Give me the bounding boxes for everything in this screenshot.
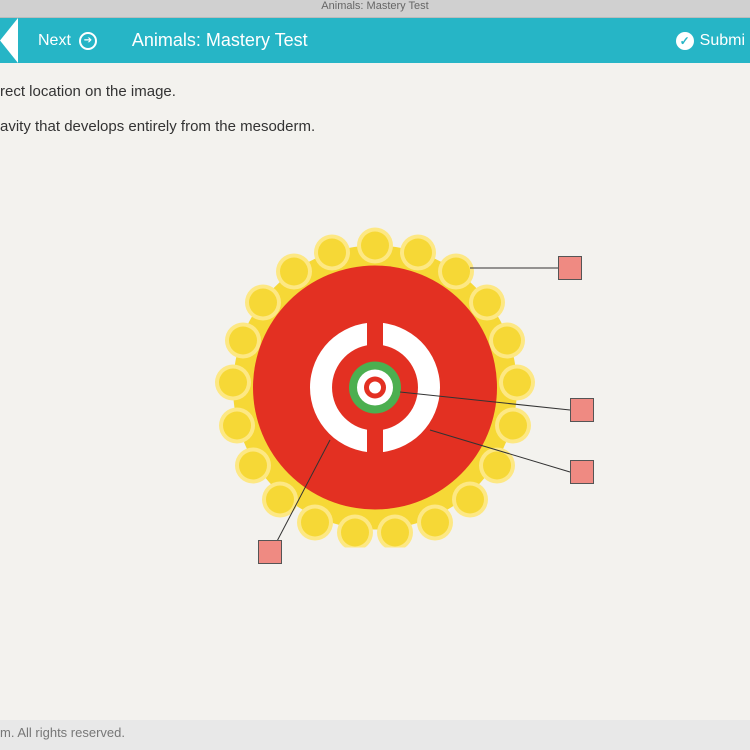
content-area: rect location on the image. avity that d… <box>0 63 750 720</box>
submit-label: Submi <box>700 32 745 50</box>
drop-target-ectoderm[interactable] <box>558 256 582 280</box>
submit-button[interactable]: ✓ Submi <box>676 32 750 50</box>
center-hole <box>369 382 381 394</box>
drop-target-endoderm[interactable] <box>570 398 594 422</box>
coelom-diagram <box>215 228 535 553</box>
diagram-container <box>0 150 750 630</box>
drop-target-coelom[interactable] <box>258 540 282 564</box>
header-bar: Next ➔ Animals: Mastery Test ✓ Submi <box>0 18 750 63</box>
drop-target-mesoderm[interactable] <box>570 460 594 484</box>
footer-copyright: m. All rights reserved. <box>0 720 125 745</box>
page-title: Animals: Mastery Test <box>117 30 308 51</box>
tab-title: Animals: Mastery Test <box>321 0 428 12</box>
next-label: Next <box>38 32 71 50</box>
instruction-text-1: rect location on the image. <box>0 83 750 118</box>
back-triangle[interactable] <box>0 18 18 63</box>
instruction-text-2: avity that develops entirely from the me… <box>0 118 750 150</box>
browser-tab: Animals: Mastery Test <box>0 0 750 18</box>
check-icon: ✓ <box>676 32 694 50</box>
next-arrow-icon: ➔ <box>79 32 97 50</box>
next-button[interactable]: Next ➔ <box>18 32 117 50</box>
diagram-svg <box>215 228 535 548</box>
